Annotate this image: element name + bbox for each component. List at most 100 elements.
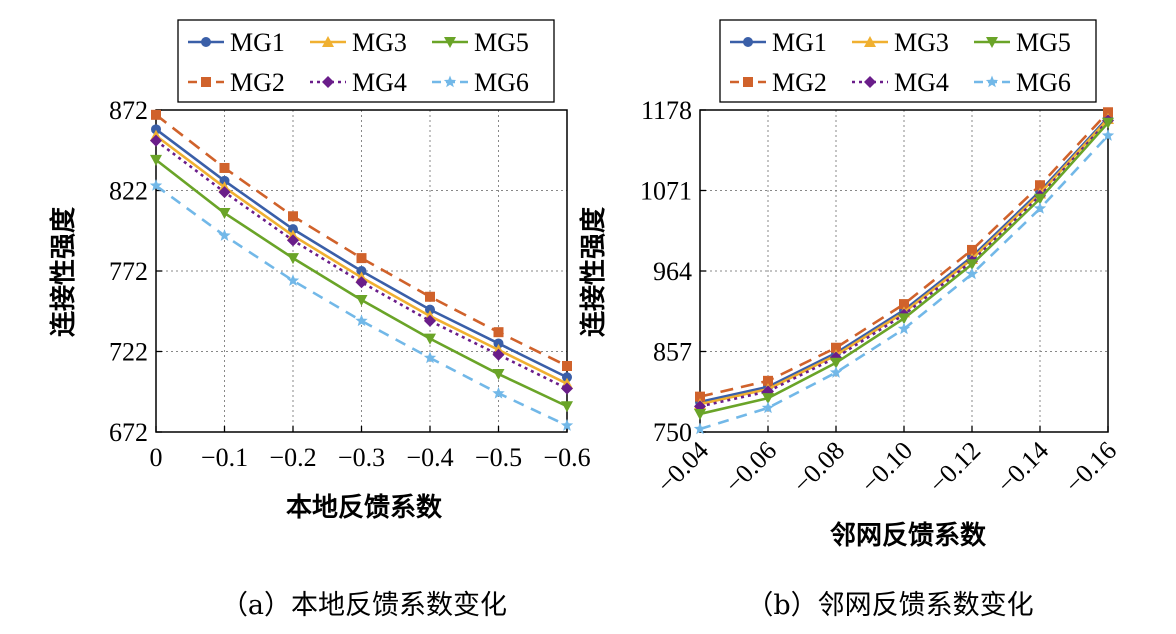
chart-b-series-mg5-point (830, 357, 842, 369)
chart-a-legend-marker-mg4 (322, 76, 334, 88)
chart-a-series-mg1-point (356, 266, 367, 276)
chart-b-legend-marker-mg4 (864, 76, 876, 88)
chart-a-xtick-label: −0.1 (201, 443, 248, 472)
chart-a-legend-label-mg1: MG1 (230, 28, 285, 57)
chart-a-ytick-label: 672 (109, 418, 148, 447)
chart-a-legend-marker-mg1 (201, 37, 211, 47)
chart-b-series-mg5-point (694, 408, 706, 420)
chart-a-ylabel: 连接性强度 (48, 207, 79, 337)
chart-a-series-mg6-point (560, 419, 574, 431)
chart-b-xtick-label: −0.14 (991, 436, 1054, 499)
chart-a-series-mg1-point (219, 175, 230, 186)
chart-b-series-mg6-point (693, 422, 707, 435)
chart-a-series-mg2-point (493, 327, 504, 338)
chart-a-caption: （a）本地反馈系数变化 (221, 590, 507, 621)
chart-a-series-mg4-point (492, 348, 505, 361)
chart-a-series-mg5-point (424, 333, 436, 345)
chart-a-series-mg4-point (355, 276, 368, 289)
chart-a-series-mg1-point (425, 304, 435, 315)
chart-a-legend-marker-mg5 (444, 37, 456, 48)
chart-b-series-mg6-point (1033, 202, 1047, 214)
chart-a-series-mg1-point (288, 224, 298, 235)
chart-b-series-mg5-point (966, 259, 978, 271)
chart-a-ytick-label: 722 (109, 338, 148, 367)
chart-a-xtick-label: −0.2 (269, 443, 316, 472)
chart-b-xtick-label: −0.12 (923, 436, 986, 499)
chart-a-series-mg2-point (151, 109, 161, 120)
chart-b-legend-marker-mg2 (743, 77, 753, 87)
chart-b-legend-marker-mg1 (743, 37, 753, 47)
chart-a-legend-label-mg6: MG6 (474, 68, 529, 97)
chart-b-series-mg6-point (761, 401, 775, 414)
chart-a-series-mg6-point (218, 229, 231, 241)
chart-b-series-mg5-point (898, 313, 910, 325)
chart-b-legend-label-mg3: MG3 (894, 28, 949, 57)
chart-a-series-mg1-point (493, 338, 504, 349)
chart-b-xtick-label: −0.08 (787, 436, 850, 499)
chart-a-xlabel: 本地反馈系数 (286, 493, 443, 523)
chart-a-series-mg5-point (218, 208, 231, 220)
chart-b-series-mg2-line (699, 111, 1109, 398)
chart-b-series-mg5-point (1102, 117, 1114, 129)
chart-b-series-mg2-point (1103, 107, 1113, 118)
chart-b-legend-label-mg2: MG2 (772, 68, 827, 97)
chart-b-xtick-label: −0.06 (719, 436, 782, 499)
chart-a-xtick-label: −0.5 (475, 443, 522, 472)
chart-a-series-mg6-point (286, 274, 300, 286)
chart-b-series-mg6-point (965, 267, 979, 280)
chart-a-xtick-label: −0.6 (543, 443, 590, 472)
chart-a-legend-marker-mg6 (443, 75, 457, 88)
chart-a-xtick-label: −0.4 (406, 443, 453, 472)
chart-a-series-mg2-point (219, 162, 230, 173)
chart-a-series-mg6-point (149, 179, 163, 191)
chart-b-ytick-label: 1178 (641, 96, 692, 125)
chart-a-series-mg2-point (562, 360, 572, 371)
chart-b-series-mg2-point (1035, 180, 1045, 191)
chart-b-legend-marker-mg6 (985, 75, 999, 88)
chart-b-legend-label-mg5: MG5 (1016, 28, 1071, 57)
chart-a-xtick-label: −0.3 (338, 443, 385, 472)
chart-b-series-mg4-line (699, 119, 1109, 408)
chart-a-series-mg1-point (562, 372, 572, 383)
chart-b-xtick-label: −0.10 (855, 436, 918, 499)
chart-a-legend-label-mg3: MG3 (352, 28, 407, 57)
chart-a-series-mg4-point (561, 382, 573, 395)
chart-b-series-mg2-point (967, 244, 977, 255)
chart-a-series-mg2-point (425, 291, 435, 302)
chart-a-series-mg5-point (355, 294, 368, 306)
chart-a-legend-marker-mg3 (322, 36, 334, 47)
chart-a-series-mg5-point (287, 253, 299, 265)
chart-a-series-mg4-point (218, 186, 231, 199)
chart-b-series-mg5-point (1034, 193, 1046, 205)
chart-b-series-mg2-point (695, 391, 705, 402)
chart-a-series-mg4-point (150, 134, 162, 147)
chart-b-series-mg6-point (897, 322, 911, 335)
chart-b-series-mg6-line (699, 134, 1109, 431)
chart-b-caption: （b）邻网反馈系数变化 (746, 590, 1033, 621)
chart-b-ytick-label: 857 (653, 338, 692, 367)
chart-a-legend (177, 19, 555, 103)
chart-b-series-mg5-point (762, 393, 774, 405)
chart-b-legend-label-mg6: MG6 (1016, 68, 1071, 97)
chart-a-series-mg2-point (356, 253, 367, 264)
chart-b-series-mg6-point (829, 366, 843, 378)
chart-a-series-mg2-point (288, 211, 298, 222)
chart-b-legend-marker-mg3 (864, 36, 876, 47)
chart-b-xlabel: 邻网反馈系数 (830, 521, 987, 551)
chart-panel-b: 连接性强度 邻网反馈系数 （b）邻网反馈系数变化 750 857 964 1071 11… (578, 19, 1122, 621)
chart-a-legend-marker-mg2 (201, 77, 211, 87)
chart-a-series-mg1-point (151, 124, 161, 135)
chart-b-legend-label-mg1: MG1 (772, 28, 827, 57)
chart-b-series-mg2-point (763, 375, 773, 386)
chart-b-series-mg2-point (831, 342, 841, 353)
chart-a-series-mg4-point (424, 314, 436, 327)
chart-b-ytick-label: 750 (653, 418, 692, 447)
chart-a-series-mg5-point (492, 369, 505, 381)
chart-a-legend-label-mg2: MG2 (230, 68, 285, 97)
chart-b-xtick-label: −0.16 (1059, 436, 1122, 499)
chart-a-ytick-label: 872 (109, 96, 148, 125)
chart-b-legend-label-mg4: MG4 (894, 68, 949, 97)
chart-a-series-mg5-point (561, 401, 573, 413)
chart-a-series-mg4-point (287, 234, 299, 247)
